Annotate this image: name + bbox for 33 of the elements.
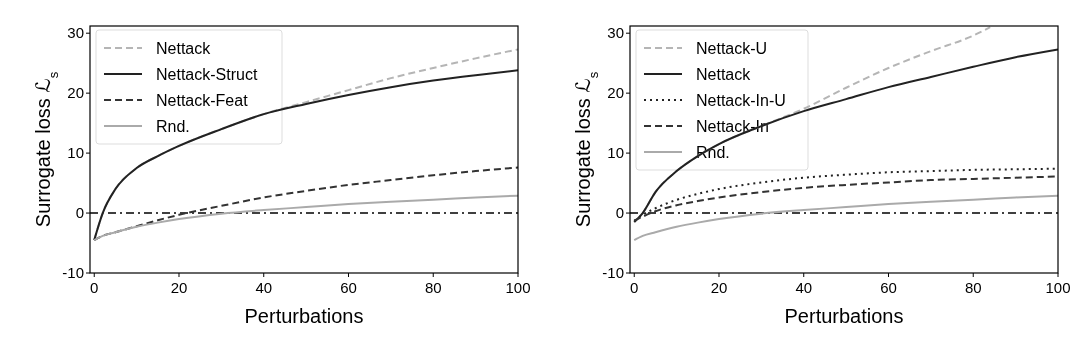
- legend-label: Rnd.: [156, 118, 190, 135]
- y-tick-label: 10: [67, 144, 84, 162]
- line-series: [93, 194, 518, 242]
- y-tick-label: 0: [75, 204, 84, 222]
- x-tick-label: 80: [424, 279, 442, 296]
- y-tick-label: -10: [62, 264, 84, 281]
- x-tick-label: 40: [795, 279, 813, 296]
- legend-label: Nettack-U: [696, 40, 768, 57]
- legend-label: Nettack: [696, 66, 752, 83]
- x-tick-label: 0: [630, 279, 639, 296]
- y-tick-label: 30: [607, 24, 624, 42]
- x-tick-label: 60: [340, 279, 357, 296]
- x-axis-title: Perturbations: [244, 305, 364, 327]
- y-tick-label: 30: [67, 24, 84, 42]
- legend-label: Nettack-In-U: [696, 92, 786, 109]
- x-tick-label: 100: [505, 279, 531, 296]
- x-tick-label: 80: [964, 279, 982, 296]
- legend-label: Nettack-Struct: [156, 66, 258, 83]
- y-tick-label: 20: [67, 84, 84, 102]
- x-axis-title: Perturbations: [784, 305, 904, 327]
- x-tick-label: 40: [255, 279, 273, 296]
- legend-label: Nettack-Feat: [156, 92, 249, 109]
- x-tick-label: 20: [710, 279, 728, 296]
- y-tick-label: 10: [607, 144, 624, 162]
- x-tick-label: 60: [880, 279, 897, 296]
- y-tick-label: -10: [602, 264, 624, 281]
- legend-label: Nettack: [156, 40, 212, 57]
- x-tick-label: 20: [170, 279, 188, 296]
- line-series: [633, 194, 1058, 242]
- x-tick-label: 100: [1045, 279, 1071, 296]
- x-tick-label: 0: [90, 279, 99, 296]
- y-tick-label: 20: [607, 84, 624, 102]
- y-tick-label: 0: [615, 204, 624, 222]
